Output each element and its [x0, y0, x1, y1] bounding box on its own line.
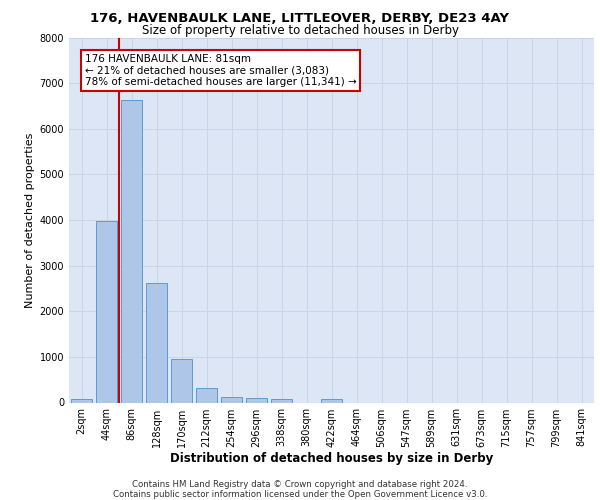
Bar — [96, 221, 117, 402]
Bar — [171, 358, 192, 403]
X-axis label: Distribution of detached houses by size in Derby: Distribution of detached houses by size … — [170, 452, 493, 466]
Bar — [121, 100, 142, 403]
Bar — [146, 283, 167, 403]
Text: 176 HAVENBAULK LANE: 81sqm
← 21% of detached houses are smaller (3,083)
78% of s: 176 HAVENBAULK LANE: 81sqm ← 21% of deta… — [85, 54, 356, 87]
Text: Size of property relative to detached houses in Derby: Size of property relative to detached ho… — [142, 24, 458, 37]
Bar — [321, 399, 342, 402]
Bar — [221, 396, 242, 402]
Bar — [71, 400, 92, 402]
Bar — [271, 399, 292, 402]
Bar — [246, 398, 267, 402]
Text: 176, HAVENBAULK LANE, LITTLEOVER, DERBY, DE23 4AY: 176, HAVENBAULK LANE, LITTLEOVER, DERBY,… — [91, 12, 509, 26]
Y-axis label: Number of detached properties: Number of detached properties — [25, 132, 35, 308]
Bar — [196, 388, 217, 402]
Text: Contains HM Land Registry data © Crown copyright and database right 2024.
Contai: Contains HM Land Registry data © Crown c… — [113, 480, 487, 499]
